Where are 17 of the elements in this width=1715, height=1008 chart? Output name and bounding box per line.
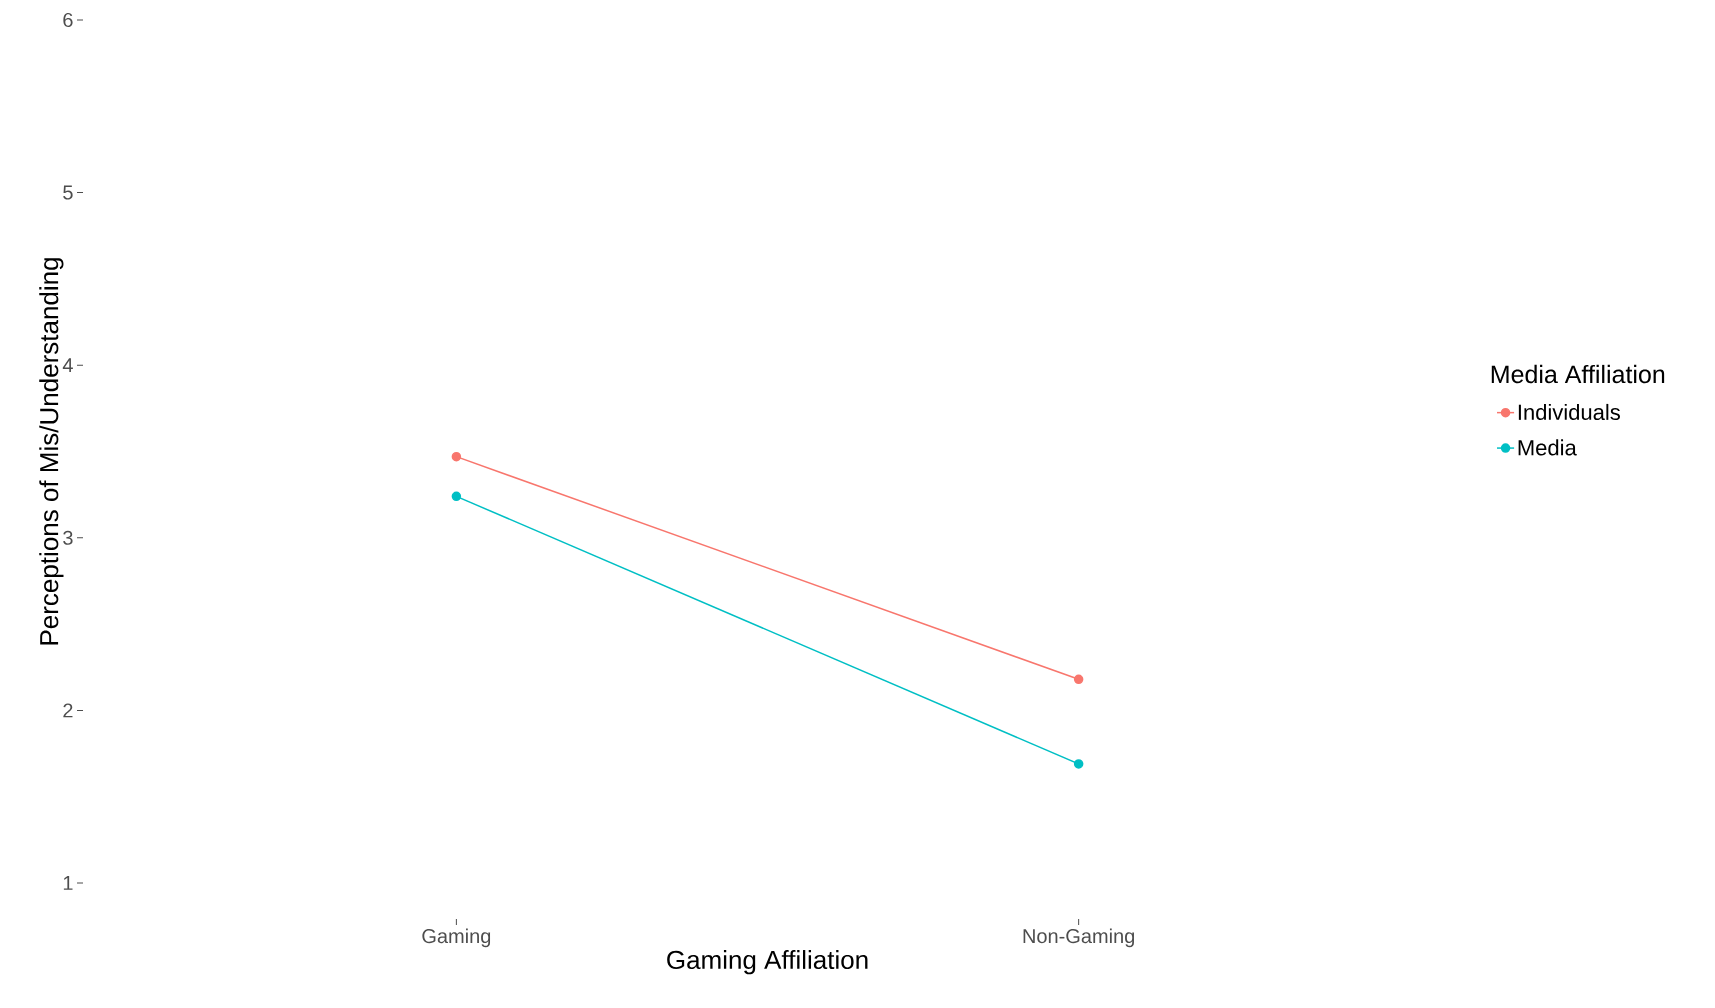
point [451,451,462,462]
y-tick-label: 5 [63,185,73,200]
x-axis-title: Gaming Affiliation [667,950,868,975]
legend-label: Individuals [1518,403,1620,421]
legend-title: Media Affiliation [1491,364,1665,384]
y-tick-label: 3 [63,530,73,545]
point [451,491,462,502]
y-tick-label: 4 [62,358,73,373]
legend-label: Media [1518,439,1577,456]
y-tick-label: 2 [63,703,73,718]
y-tick-label: 1 [63,876,73,890]
point [1073,674,1084,685]
x-tick-label: Non-Gaming [1023,928,1135,948]
y-axis-title: Perceptions of Mis/Understanding [39,258,64,645]
x-tick-label: Gaming [422,928,491,948]
y-tick-label: 6 [63,12,73,28]
point [1073,759,1084,769]
